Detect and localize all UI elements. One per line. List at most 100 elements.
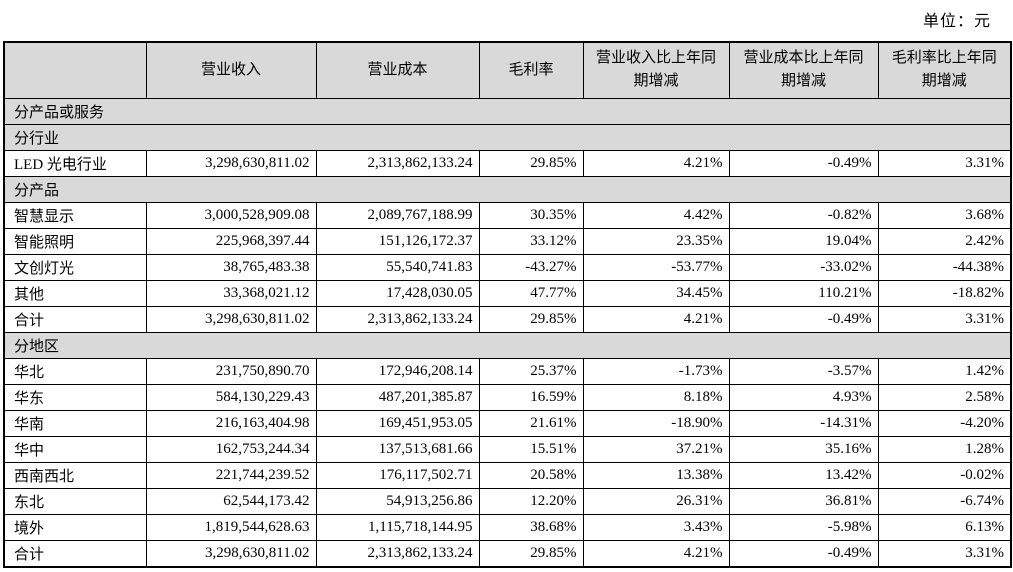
value-cell: 216,163,404.98 (145, 409, 317, 437)
value-cell: 55,540,741.83 (315, 253, 480, 281)
column-header: 营业收入 (145, 41, 317, 99)
value-cell: 151,126,172.37 (315, 227, 480, 255)
row-label: 文创灯光 (3, 253, 147, 281)
row-label: 华东 (3, 383, 147, 411)
section-label: 分行业 (3, 123, 1012, 151)
table-row: 智慧显示 3,000,528,909.08 2,089,767,188.99 30.3… (3, 201, 1012, 229)
value-cell: 30.35% (478, 201, 584, 229)
value-cell: 13.42% (728, 461, 879, 489)
value-cell: 2,313,862,133.24 (315, 539, 480, 567)
value-cell: -4.20% (877, 409, 1012, 437)
value-cell: 2,089,767,188.99 (315, 201, 480, 229)
value-cell: -1.73% (582, 357, 730, 385)
table-row: 合计 3,298,630,811.02 2,313,862,133.24 29.85%… (3, 539, 1012, 567)
value-cell: 54,913,256.86 (315, 487, 480, 515)
table-row: 境外 1,819,544,628.63 1,115,718,144.95 38.68%… (3, 513, 1012, 541)
value-cell: 1,819,544,628.63 (145, 513, 317, 541)
table-row: 合计 3,298,630,811.02 2,313,862,133.24 29.85%… (3, 305, 1012, 333)
value-cell: 221,744,239.52 (145, 461, 317, 489)
value-cell: -5.98% (728, 513, 879, 541)
value-cell: 2,313,862,133.24 (315, 305, 480, 333)
value-cell: 23.35% (582, 227, 730, 255)
value-cell: -3.57% (728, 357, 879, 385)
value-cell: 21.61% (478, 409, 584, 437)
value-cell: 3.31% (877, 539, 1012, 567)
value-cell: -14.31% (728, 409, 879, 437)
value-cell: -43.27% (478, 253, 584, 281)
value-cell: 17,428,030.05 (315, 279, 480, 307)
value-cell: -0.49% (728, 539, 879, 567)
value-cell: 1,115,718,144.95 (315, 513, 480, 541)
table-row: 华中 162,753,244.34 137,513,681.66 15.51% 37.2… (3, 435, 1012, 463)
value-cell: 20.58% (478, 461, 584, 489)
value-cell: 34.45% (582, 279, 730, 307)
value-cell: 3.43% (582, 513, 730, 541)
column-header: 毛利率比上年同期增减 (877, 41, 1012, 99)
value-cell: 162,753,244.34 (145, 435, 317, 463)
value-cell: 38,765,483.38 (145, 253, 317, 281)
value-cell: 12.20% (478, 487, 584, 515)
value-cell: 3,000,528,909.08 (145, 201, 317, 229)
row-label: 华中 (3, 435, 147, 463)
value-cell: 3.31% (877, 305, 1012, 333)
value-cell: 38.68% (478, 513, 584, 541)
row-label: 西南西北 (3, 461, 147, 489)
table-row: 华南 216,163,404.98 169,451,953.05 21.61% -18.… (3, 409, 1012, 437)
value-cell: 19.04% (728, 227, 879, 255)
value-cell: -53.77% (582, 253, 730, 281)
revenue-breakdown-table: 营业收入 营业成本 毛利率 营业收入比上年同期增减 营业成本比上年同期增减 毛利率比上年同… (3, 41, 1012, 568)
header-row: 营业收入 营业成本 毛利率 营业收入比上年同期增减 营业成本比上年同期增减 毛利率比上年同… (3, 41, 1012, 99)
value-cell: -0.49% (728, 149, 879, 177)
value-cell: 172,946,208.14 (315, 357, 480, 385)
value-cell: -0.02% (877, 461, 1012, 489)
value-cell: -18.90% (582, 409, 730, 437)
value-cell: 3,298,630,811.02 (145, 149, 317, 177)
row-label: 其他 (3, 279, 147, 307)
table-row: 西南西北 221,744,239.52 176,117,502.71 20.58% 13… (3, 461, 1012, 489)
row-label: 智慧显示 (3, 201, 147, 229)
value-cell: 16.59% (478, 383, 584, 411)
value-cell: 584,130,229.43 (145, 383, 317, 411)
section-label: 分地区 (3, 331, 1012, 359)
table-row: 华北 231,750,890.70 172,946,208.14 25.37% -1.7… (3, 357, 1012, 385)
value-cell: 62,544,173.42 (145, 487, 317, 515)
value-cell: 3,298,630,811.02 (145, 305, 317, 333)
value-cell: 4.42% (582, 201, 730, 229)
value-cell: 4.21% (582, 539, 730, 567)
value-cell: 2.42% (877, 227, 1012, 255)
value-cell: 4.21% (582, 149, 730, 177)
value-cell: 110.21% (728, 279, 879, 307)
column-header: 营业收入比上年同期增减 (582, 41, 730, 99)
value-cell: -33.02% (728, 253, 879, 281)
value-cell: 6.13% (877, 513, 1012, 541)
value-cell: 13.38% (582, 461, 730, 489)
value-cell: -0.49% (728, 305, 879, 333)
value-cell: 487,201,385.87 (315, 383, 480, 411)
value-cell: 35.16% (728, 435, 879, 463)
row-label: 合计 (3, 539, 147, 567)
row-label: 智能照明 (3, 227, 147, 255)
table-row: LED 光电行业 3,298,630,811.02 2,313,862,133.24… (3, 149, 1012, 177)
table-row: 其他 33,368,021.12 17,428,030.05 47.77% 34.45%… (3, 279, 1012, 307)
row-label: 华北 (3, 357, 147, 385)
value-cell: 15.51% (478, 435, 584, 463)
value-cell: 1.42% (877, 357, 1012, 385)
value-cell: 3,298,630,811.02 (145, 539, 317, 567)
section-row: 分产品或服务 (3, 97, 1012, 125)
value-cell: 169,451,953.05 (315, 409, 480, 437)
value-cell: 25.37% (478, 357, 584, 385)
value-cell: 29.85% (478, 149, 584, 177)
table-row: 智能照明 225,968,397.44 151,126,172.37 33.12% 23… (3, 227, 1012, 255)
value-cell: -44.38% (877, 253, 1012, 281)
row-label: 东北 (3, 487, 147, 515)
value-cell: 137,513,681.66 (315, 435, 480, 463)
row-label: 合计 (3, 305, 147, 333)
column-header: 毛利率 (478, 41, 584, 99)
value-cell: 176,117,502.71 (315, 461, 480, 489)
value-cell: -0.82% (728, 201, 879, 229)
section-label: 分产品 (3, 175, 1012, 203)
section-row: 分产品 (3, 175, 1012, 203)
value-cell: 4.21% (582, 305, 730, 333)
value-cell: 3.68% (877, 201, 1012, 229)
